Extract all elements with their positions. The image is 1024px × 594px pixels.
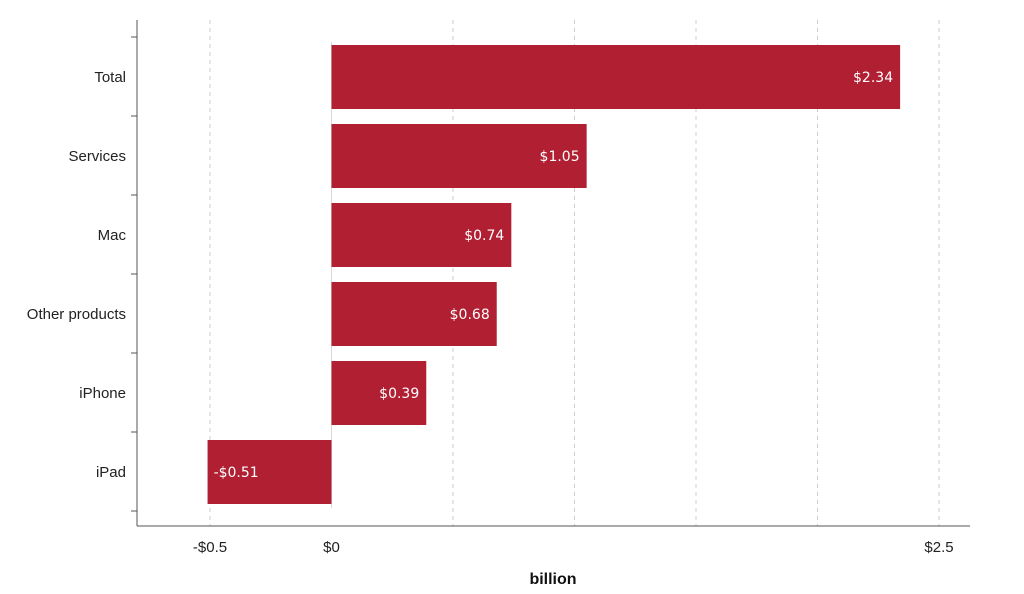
bar-value-label: $0.74: [464, 228, 504, 244]
category-label: Total: [94, 69, 126, 86]
category-label: Mac: [98, 227, 127, 244]
bar-value-label: $0.68: [450, 307, 490, 323]
category-label: Services: [68, 148, 126, 165]
x-axis-title: billion: [529, 571, 576, 588]
bar-iphone: [331, 361, 427, 425]
x-tick-label: $2.5: [924, 539, 953, 556]
bar-ipad: [207, 440, 332, 504]
category-label: iPhone: [79, 385, 126, 402]
category-label: Other products: [27, 306, 126, 323]
axis-layer: [131, 20, 970, 527]
bar-value-label: $2.34: [853, 70, 893, 86]
x-tick-label: -$0.5: [193, 539, 227, 556]
category-label: iPad: [96, 464, 126, 481]
bar-mac: [331, 203, 512, 267]
bars-layer: [207, 45, 901, 504]
bar-total: [331, 45, 901, 109]
bar-value-label: $0.39: [379, 386, 419, 402]
x-tick-label: $0: [323, 539, 340, 556]
bar-value-label: $1.05: [540, 149, 580, 165]
grid-layer: [209, 20, 940, 526]
labels-layer: $2.34 Total $1.05 Services $0.74 Mac $0.68 Othe…: [27, 69, 954, 556]
bar-other-products: [331, 282, 497, 346]
bar-value-label: -$0.51: [214, 465, 259, 481]
bar-services: [331, 124, 587, 188]
